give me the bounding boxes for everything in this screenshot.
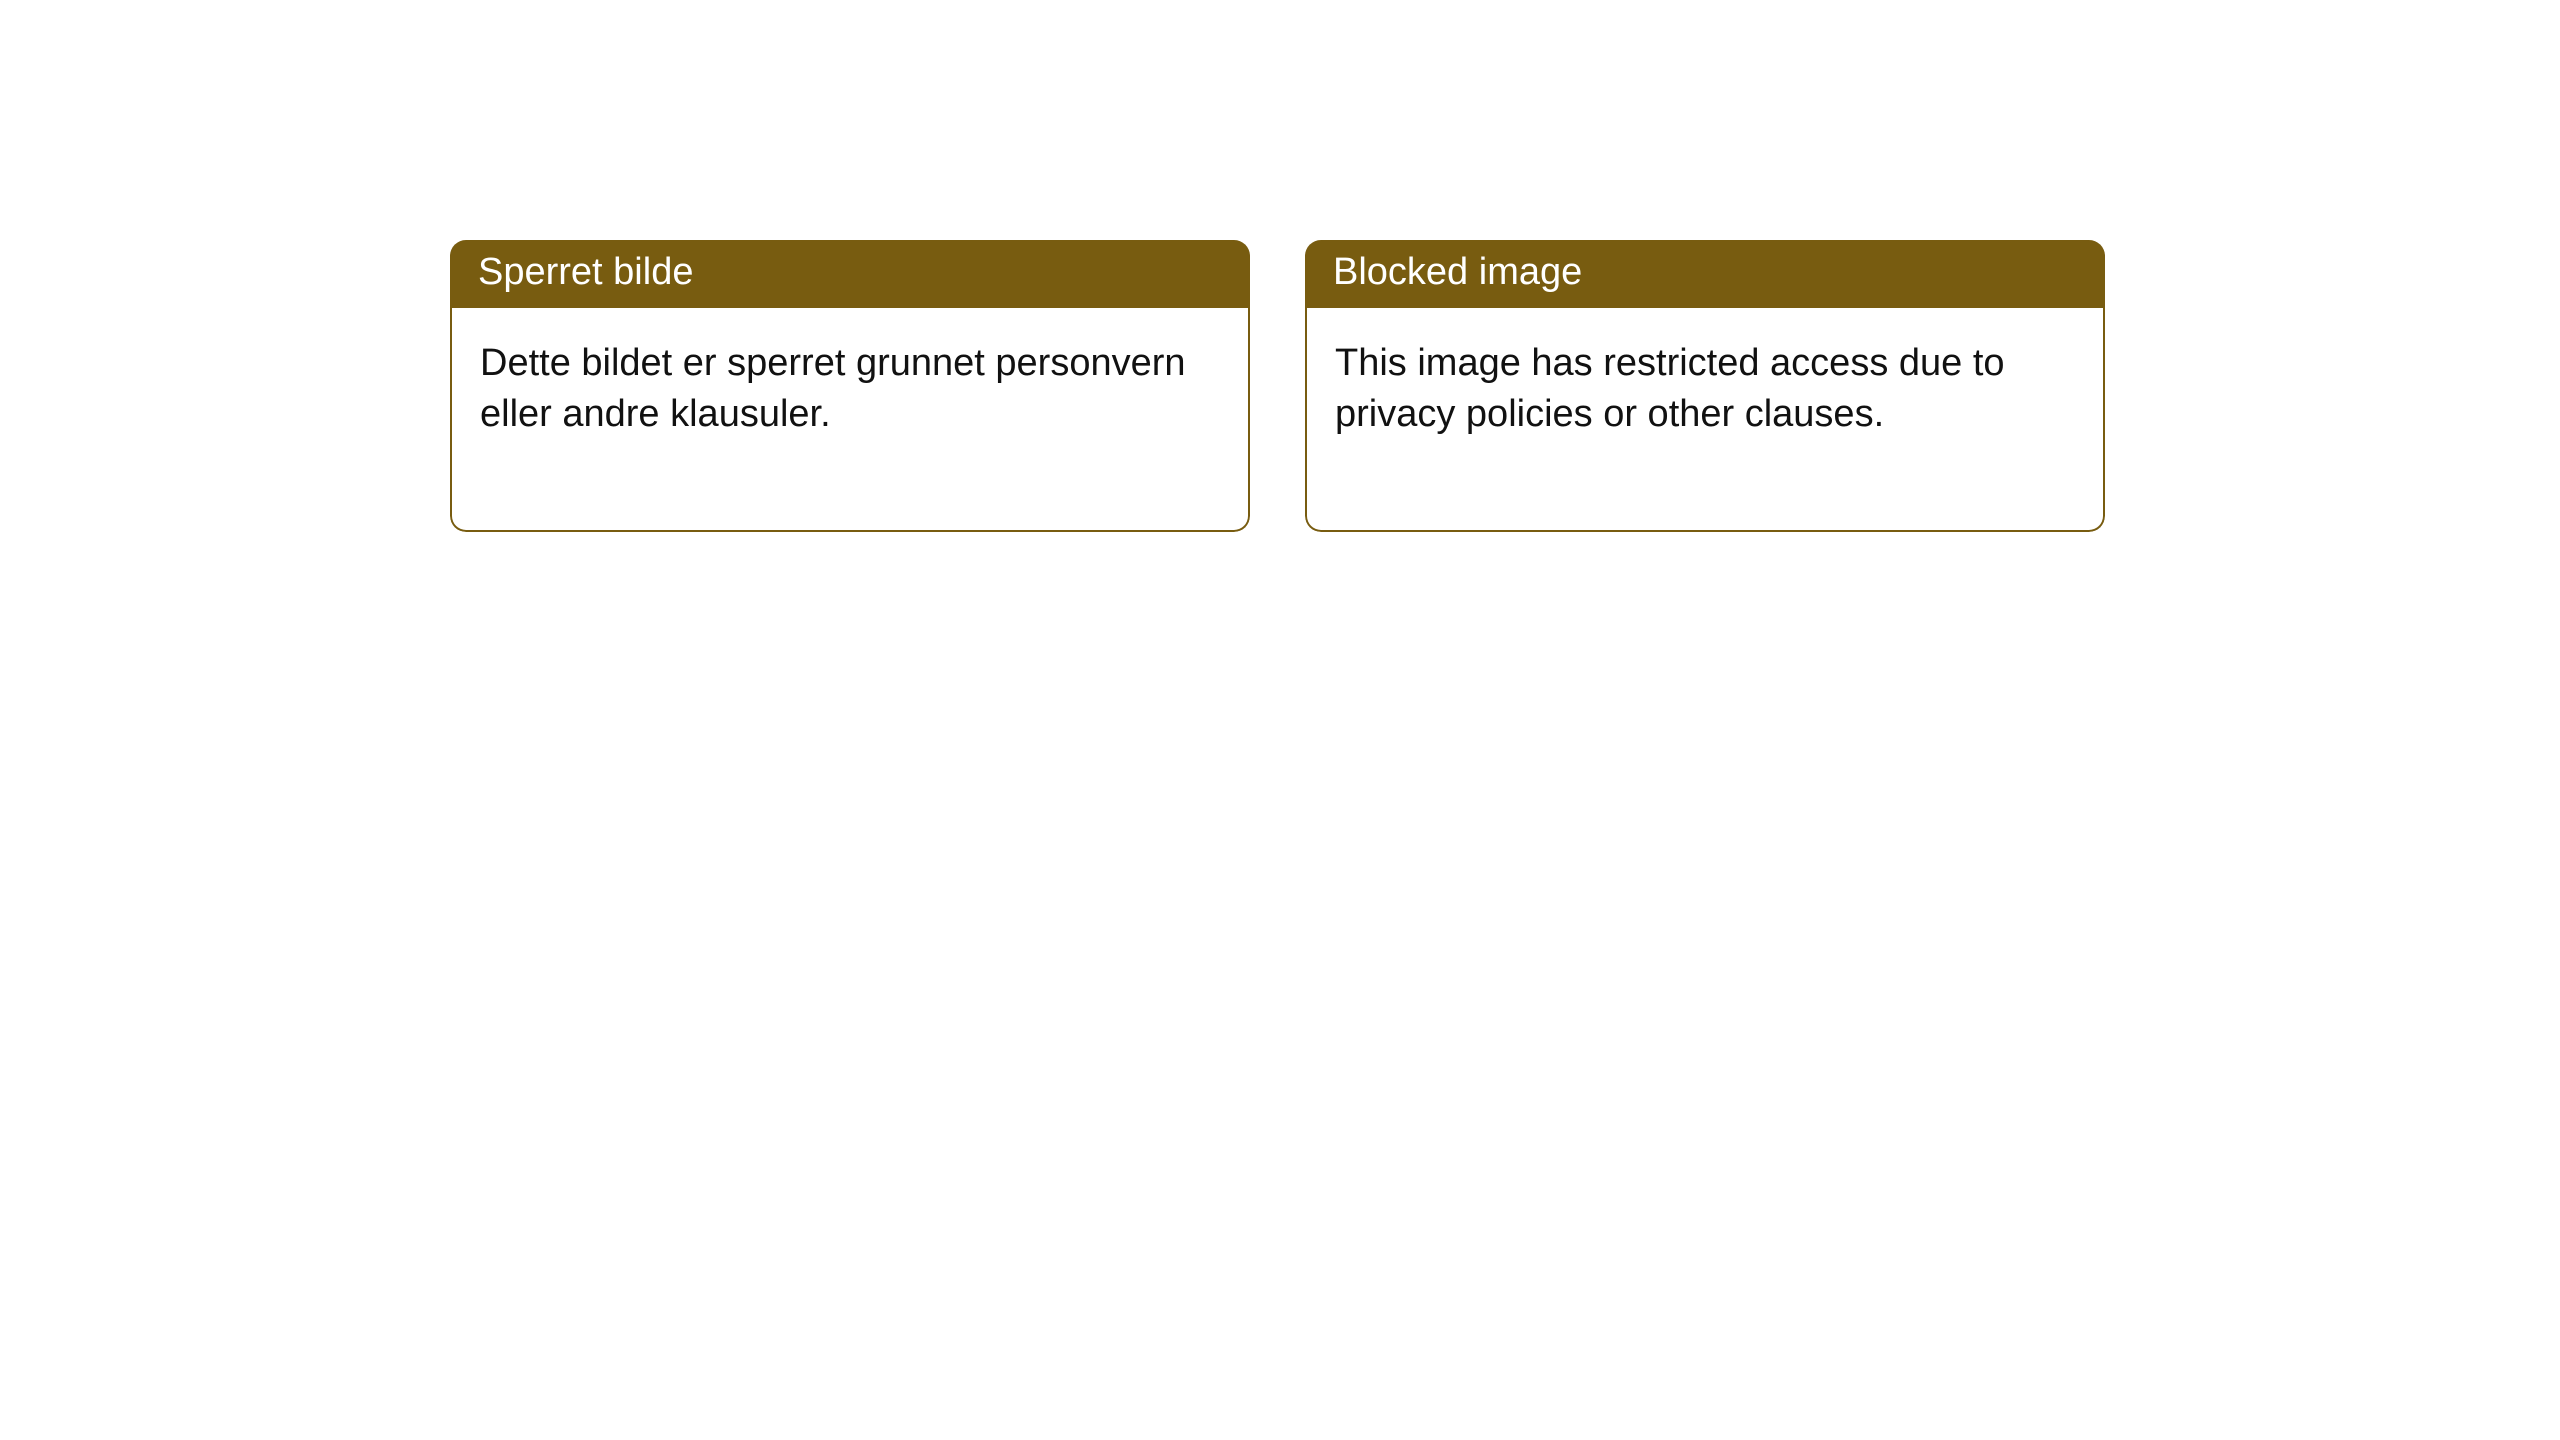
notice-card-title: Blocked image bbox=[1305, 240, 2105, 308]
notice-card-body: Dette bildet er sperret grunnet personve… bbox=[450, 308, 1250, 533]
notice-card-norwegian: Sperret bilde Dette bildet er sperret gr… bbox=[450, 240, 1250, 532]
notice-card-title: Sperret bilde bbox=[450, 240, 1250, 308]
notice-card-body: This image has restricted access due to … bbox=[1305, 308, 2105, 533]
notice-cards-container: Sperret bilde Dette bildet er sperret gr… bbox=[450, 240, 2560, 532]
notice-card-english: Blocked image This image has restricted … bbox=[1305, 240, 2105, 532]
